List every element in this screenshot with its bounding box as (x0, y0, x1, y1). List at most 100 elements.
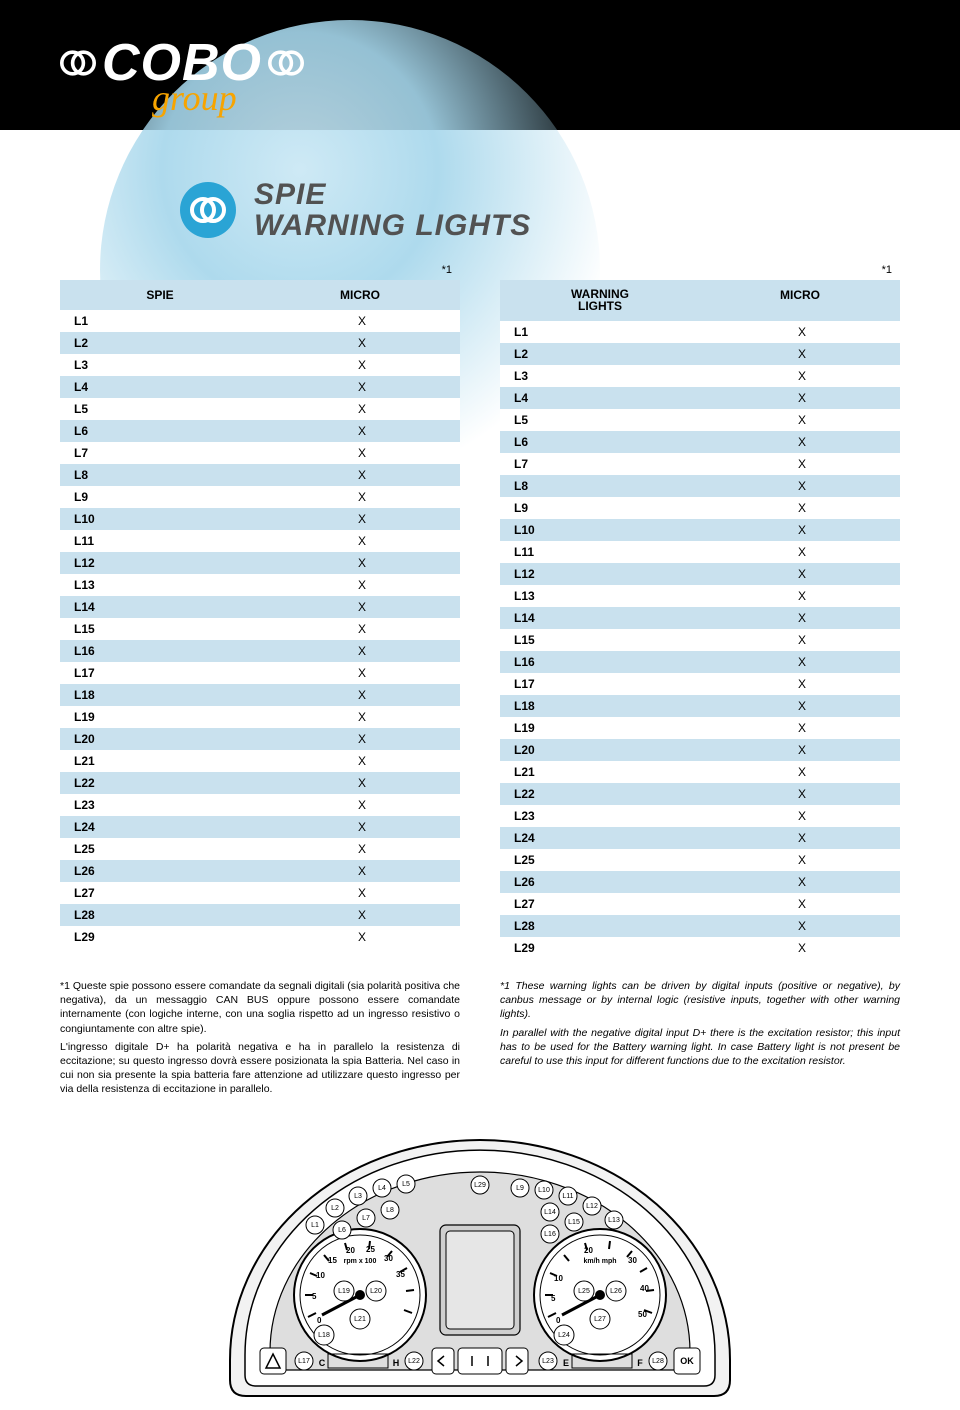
row-value: X (264, 442, 460, 464)
row-label: L4 (500, 387, 704, 409)
table-row: L26X (60, 860, 460, 882)
row-label: L7 (60, 442, 264, 464)
row-label: L18 (500, 695, 704, 717)
table-row: L29X (500, 937, 900, 959)
table-row: L22X (60, 772, 460, 794)
table-row: L7X (500, 453, 900, 475)
table-row: L21X (60, 750, 460, 772)
table-row: L27X (60, 882, 460, 904)
svg-text:L22: L22 (408, 1358, 420, 1365)
row-label: L2 (500, 343, 704, 365)
row-label: L13 (500, 585, 704, 607)
row-value: X (704, 541, 900, 563)
svg-text:km/h mph: km/h mph (583, 1258, 616, 1265)
row-value: X (264, 640, 460, 662)
table-row: L10X (500, 519, 900, 541)
svg-text:L16: L16 (544, 1231, 556, 1238)
row-label: L25 (60, 838, 264, 860)
table-row: L17X (60, 662, 460, 684)
table-row: L29X (60, 926, 460, 948)
row-value: X (264, 926, 460, 948)
svg-text:L29: L29 (474, 1182, 486, 1189)
table-row: L2X (500, 343, 900, 365)
svg-text:L19: L19 (338, 1288, 350, 1295)
svg-text:5: 5 (551, 1294, 556, 1303)
row-value: X (704, 915, 900, 937)
table-row: L25X (500, 849, 900, 871)
row-value: X (704, 783, 900, 805)
svg-text:L4: L4 (378, 1185, 386, 1192)
row-label: L6 (500, 431, 704, 453)
row-value: X (264, 332, 460, 354)
table-row: L21X (500, 761, 900, 783)
svg-text:L1: L1 (311, 1222, 319, 1229)
table-row: L18X (60, 684, 460, 706)
table-row: L16X (500, 651, 900, 673)
svg-text:50: 50 (638, 1310, 647, 1319)
row-label: L19 (60, 706, 264, 728)
row-value: X (704, 497, 900, 519)
row-value: X (704, 849, 900, 871)
row-value: X (264, 838, 460, 860)
svg-text:L15: L15 (568, 1219, 580, 1226)
footnote-it: *1 Queste spie possono essere comandate … (60, 979, 460, 1100)
row-label: L1 (60, 310, 264, 332)
row-value: X (264, 596, 460, 618)
row-value: X (264, 750, 460, 772)
row-value: X (264, 486, 460, 508)
svg-text:0: 0 (556, 1316, 561, 1325)
table-row: L7X (60, 442, 460, 464)
row-label: L10 (60, 508, 264, 530)
table-row: L19X (60, 706, 460, 728)
row-label: L8 (500, 475, 704, 497)
svg-text:L17: L17 (298, 1358, 310, 1365)
row-label: L20 (500, 739, 704, 761)
tables-container: *1 SPIE MICRO L1XL2XL3XL4XL5XL6XL7XL8XL9… (60, 264, 900, 959)
table-header: SPIE (60, 280, 260, 310)
row-value: X (264, 310, 460, 332)
svg-text:40: 40 (640, 1284, 649, 1293)
svg-text:L18: L18 (318, 1332, 330, 1339)
row-label: L16 (60, 640, 264, 662)
row-label: L8 (60, 464, 264, 486)
svg-text:30: 30 (628, 1256, 637, 1265)
table-header: MICRO (700, 280, 900, 321)
dashboard-diagram: rpm x 100 0 5 10 15 20 25 30 (200, 1130, 760, 1410)
row-value: X (264, 574, 460, 596)
row-value: X (264, 376, 460, 398)
row-label: L23 (500, 805, 704, 827)
row-value: X (264, 530, 460, 552)
row-label: L21 (60, 750, 264, 772)
table-row: L28X (500, 915, 900, 937)
svg-text:OK: OK (680, 1356, 694, 1366)
row-label: L13 (60, 574, 264, 596)
row-label: L15 (500, 629, 704, 651)
row-value: X (264, 398, 460, 420)
row-label: L15 (60, 618, 264, 640)
svg-text:L20: L20 (370, 1288, 382, 1295)
table-row: L3X (60, 354, 460, 376)
svg-text:20: 20 (584, 1246, 593, 1255)
table-row: L12X (60, 552, 460, 574)
row-label: L11 (60, 530, 264, 552)
row-label: L28 (60, 904, 264, 926)
row-value: X (264, 420, 460, 442)
row-label: L26 (60, 860, 264, 882)
row-label: L29 (500, 937, 704, 959)
row-label: L27 (500, 893, 704, 915)
table-row: L20X (60, 728, 460, 750)
svg-text:L24: L24 (558, 1332, 570, 1339)
row-label: L3 (500, 365, 704, 387)
row-label: L28 (500, 915, 704, 937)
row-value: X (264, 684, 460, 706)
row-value: X (704, 475, 900, 497)
row-value: X (264, 354, 460, 376)
row-value: X (264, 772, 460, 794)
row-label: L29 (60, 926, 264, 948)
row-label: L6 (60, 420, 264, 442)
row-value: X (704, 387, 900, 409)
table-row: L19X (500, 717, 900, 739)
table-row: L18X (500, 695, 900, 717)
row-value: X (704, 321, 900, 343)
svg-text:L11: L11 (562, 1193, 573, 1200)
